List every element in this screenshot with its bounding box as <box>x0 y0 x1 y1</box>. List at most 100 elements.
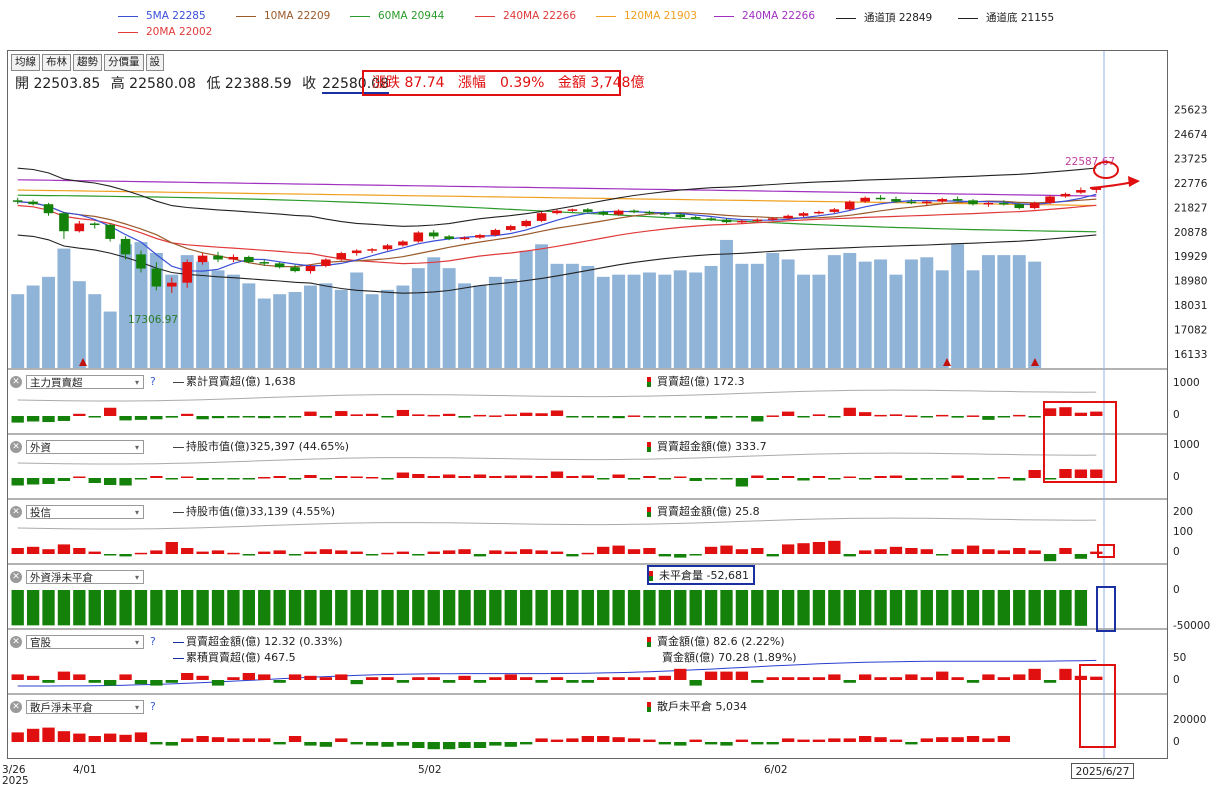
flow-bar <box>319 478 333 480</box>
flow-bar <box>566 680 579 683</box>
tab-2[interactable]: 趨勢 <box>73 54 102 71</box>
channel-bottom-line <box>17 234 1097 294</box>
oi-bar <box>242 590 255 626</box>
help-icon[interactable]: ? <box>150 375 156 388</box>
flow-bar <box>26 478 40 485</box>
candle-body <box>521 220 531 227</box>
flow-bar <box>812 414 826 416</box>
flow-bar <box>735 549 749 554</box>
flow-bar <box>11 416 24 423</box>
flow-bar <box>211 416 225 419</box>
flow-bar <box>643 548 656 554</box>
indicator-select[interactable]: 主力買賣超 ▾ <box>26 375 144 389</box>
volume-bar <box>350 272 364 368</box>
panel-label-bars-text: 買賣超(億) 172.3 <box>657 375 745 388</box>
flow-bar <box>57 671 71 680</box>
volume-bar <box>951 244 965 368</box>
candle-body <box>891 199 901 202</box>
flow-bar <box>1090 469 1103 478</box>
indicator-select-value: 主力買賣超 <box>30 377 83 389</box>
flow-bar <box>273 416 286 418</box>
flow-bar <box>473 554 487 557</box>
signal-triangle-icon <box>79 358 87 366</box>
tab-3[interactable]: 分價量 <box>104 54 144 71</box>
flow-bar <box>165 542 178 554</box>
close-icon[interactable]: ✕ <box>10 441 22 453</box>
flow-bar <box>704 671 718 680</box>
help-icon[interactable]: ? <box>150 700 156 713</box>
flow-bar <box>951 549 964 554</box>
y-tick-label: 0 <box>1173 584 1180 596</box>
flow-bar <box>242 673 255 680</box>
price-tick-label: 18980 <box>1174 276 1207 288</box>
ma-5-line <box>17 193 1097 272</box>
flow-bar <box>936 737 949 742</box>
panel-label-bars: 買賣超(億) 172.3 <box>647 373 745 389</box>
candle-body <box>629 210 639 213</box>
flow-bar <box>566 554 579 557</box>
flow-bar <box>42 549 55 554</box>
turnover-amount: 金額 3,748億 <box>557 75 645 91</box>
flow-bar <box>658 416 672 418</box>
flow-bar <box>73 476 86 478</box>
y-tick-label: 0 <box>1173 546 1180 558</box>
flow-bar <box>365 742 379 746</box>
oi-bar <box>288 590 302 626</box>
flow-bar <box>1013 548 1026 554</box>
tab-0[interactable]: 均線 <box>11 54 40 71</box>
close-icon[interactable]: ✕ <box>10 701 22 713</box>
flow-bar <box>535 738 548 742</box>
volume-bar <box>827 255 841 368</box>
flow-bar <box>828 416 841 418</box>
candle-body <box>583 209 593 212</box>
change-pct: 漲幅 0.39% <box>457 75 545 91</box>
flow-bar <box>812 739 826 742</box>
flow-bar <box>1059 407 1072 416</box>
flow-bar <box>489 677 502 680</box>
flow-bar <box>350 742 363 745</box>
volume-bar <box>997 255 1011 368</box>
candle-body <box>120 238 131 255</box>
close-icon[interactable]: ✕ <box>10 636 22 648</box>
indicator-select[interactable]: 投信 ▾ <box>26 505 144 519</box>
close-icon[interactable]: ✕ <box>10 506 22 518</box>
highlight-box-retail <box>1079 664 1116 748</box>
indicator-select[interactable]: 外資淨未平倉 ▾ <box>26 570 144 584</box>
indicator-select-value: 散戶淨未平倉 <box>30 702 93 714</box>
flow-bar <box>211 550 225 554</box>
flow-bar <box>412 742 425 748</box>
candle-body <box>259 262 270 264</box>
candle-body <box>968 200 978 205</box>
tab-1[interactable]: 布林 <box>42 54 71 71</box>
close-icon[interactable]: ✕ <box>10 376 22 388</box>
flow-bar <box>412 474 425 478</box>
flow-bar <box>258 477 271 479</box>
indicator-select[interactable]: 散戶淨未平倉 ▾ <box>26 700 144 714</box>
candle-body <box>660 213 670 215</box>
flow-bar <box>828 674 841 680</box>
indicator-select[interactable]: 官股 ▾ <box>26 635 144 649</box>
help-icon[interactable]: ? <box>150 635 156 648</box>
flow-bar <box>119 674 132 680</box>
y-tick-label: 200 <box>1173 506 1194 518</box>
highlight-box-flows <box>1043 401 1117 483</box>
flow-bar <box>181 476 194 478</box>
flow-bar <box>612 545 625 554</box>
oi-bar <box>489 590 502 626</box>
flow-bar <box>150 416 163 420</box>
flow-bar <box>581 416 594 418</box>
flow-bar <box>597 478 610 480</box>
flow-bar <box>720 742 733 746</box>
flow-bar <box>26 546 40 554</box>
close-icon[interactable]: ✕ <box>10 571 22 583</box>
indicator-select[interactable]: 外資 ▾ <box>26 440 144 454</box>
y-tick-label: -50000 <box>1173 620 1211 632</box>
ohlc-readout: 開 22503.85 高 22580.08 低 22388.59 收 22580.… <box>15 73 395 94</box>
bar-legend-icon <box>647 377 651 387</box>
volume-bar <box>242 283 256 368</box>
oi-bar <box>42 590 55 626</box>
chevron-down-icon: ▾ <box>134 703 139 712</box>
tab-4[interactable]: 設 <box>145 54 164 71</box>
flow-bar <box>473 474 487 478</box>
oi-bar <box>1028 590 1041 626</box>
